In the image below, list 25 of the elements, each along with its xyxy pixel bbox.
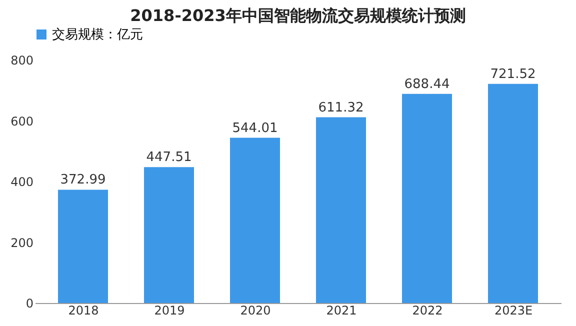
x-tick-label: 2018	[68, 304, 99, 318]
y-tick-label: 600	[10, 114, 34, 128]
data-label: 688.44	[404, 76, 450, 92]
data-label: 611.32	[318, 100, 364, 116]
x-tick-label: 2020	[240, 304, 271, 318]
x-tick-label: 2019	[154, 304, 185, 318]
data-label: 544.01	[232, 120, 278, 136]
x-tick-label: 2022	[412, 304, 443, 318]
x-tick-label: 2023E	[494, 304, 533, 318]
legend-label: 交易规模：亿元	[52, 26, 143, 42]
bar	[230, 138, 280, 303]
data-label: 721.52	[490, 66, 536, 82]
x-tick-label: 2021	[326, 304, 357, 318]
y-tick-label: 200	[10, 236, 34, 250]
bar	[402, 94, 452, 303]
y-tick-label: 800	[10, 54, 34, 68]
y-tick-label: 400	[10, 175, 34, 189]
data-label: 372.99	[60, 172, 106, 188]
chart-title: 2018-2023年中国智能物流交易规模统计预测	[130, 6, 466, 25]
bar	[58, 190, 108, 303]
y-tick-label: 0	[26, 296, 34, 310]
bar	[144, 167, 194, 303]
data-label: 447.51	[146, 150, 192, 166]
bar	[488, 84, 538, 303]
bar	[316, 117, 366, 303]
